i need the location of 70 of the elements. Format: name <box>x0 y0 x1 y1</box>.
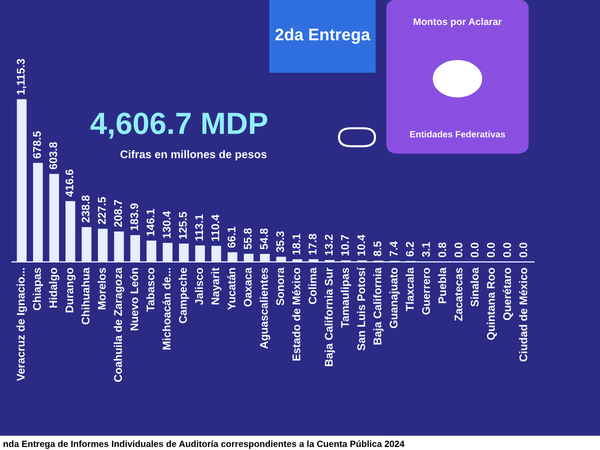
x-tick-label: Yucatán <box>227 268 236 310</box>
data-label: 208.7 <box>114 200 122 227</box>
chart-title: 4,606.7 MDP <box>90 112 268 139</box>
x-tick-label: Tamaulipas <box>340 268 352 328</box>
data-label: 0.0 <box>470 242 479 258</box>
x-tick-label: Tlaxcala <box>406 267 414 312</box>
data-label: 7.4 <box>390 241 398 256</box>
text: 2da Entrega <box>275 28 370 44</box>
annotation: Entidades Federativas <box>410 130 506 138</box>
x-tick-label: Veracruz de Ignacio... <box>16 268 27 381</box>
data-label: 17.8 <box>308 234 317 254</box>
data-label: 183.9 <box>130 204 138 230</box>
x-tick-label: San Luis Potosí <box>356 267 366 350</box>
x-tick-label: Tabasco <box>146 268 154 312</box>
x-tick-label: Sinaloa <box>470 267 479 307</box>
x-tick-label: Quintana Roo <box>486 268 497 340</box>
data-label: 66.1 <box>228 226 236 248</box>
x-tick-label: Zacatecas <box>454 268 462 321</box>
data-label: 10.4 <box>357 234 366 256</box>
x-tick-label: Sonora <box>276 267 284 306</box>
data-label: 416.6 <box>65 170 74 197</box>
x-tick-label: Guerrero <box>422 268 430 315</box>
x-tick-label: Baja California <box>373 267 384 345</box>
data-label: 0.8 <box>438 242 446 258</box>
x-tick-label: Oaxaca <box>244 267 252 307</box>
x-tick-label: Querétaro <box>502 268 514 320</box>
data-label: 18.1 <box>292 234 300 254</box>
data-label: 8.5 <box>373 241 382 256</box>
x-tick-label: Aguascalientes <box>260 268 270 349</box>
x-tick-label: Colima <box>308 267 317 304</box>
data-label: 13.2 <box>324 234 333 256</box>
x-tick-label: Coahuila de Zaragoza <box>114 267 124 382</box>
x-tick-label: Ciudad de México <box>518 268 528 362</box>
data-label: 130.4 <box>162 210 171 238</box>
text: Montos por Aclarar <box>414 18 502 28</box>
text: nda Entrega de Informes Individuales de Auditoría correspondientes a la Cuenta Pública 2024 <box>4 440 404 449</box>
x-tick-label: Guanajuato <box>389 268 400 328</box>
x-tick-label: Jalisco <box>194 268 204 305</box>
data-label: 678.5 <box>33 131 41 158</box>
x-tick-label: Campeche <box>178 268 190 324</box>
data-label: 54.8 <box>260 228 268 250</box>
text: Cifras en millones de pesos <box>120 150 267 160</box>
data-label: 146.1 <box>146 208 154 236</box>
x-tick-label: Baja California Sur <box>324 268 335 366</box>
data-label: 0.0 <box>454 242 462 258</box>
data-label: 113.1 <box>195 214 204 241</box>
data-label: 1,115.3 <box>16 58 26 94</box>
data-label: 110.4 <box>211 214 220 241</box>
data-label: 35.3 <box>276 231 284 252</box>
x-tick-label: Estado de México <box>292 268 300 361</box>
x-tick-label: Puebla <box>438 267 446 304</box>
data-label: 0.0 <box>486 242 495 258</box>
x-tick-label: Hidalgo <box>48 268 60 308</box>
x-tick-label: Nayarit <box>211 268 222 304</box>
x-tick-label: Nuevo León <box>130 268 138 330</box>
x-tick-label: Morelos <box>98 268 106 310</box>
data-label: 55.8 <box>244 228 252 250</box>
data-label: 10.7 <box>341 235 349 256</box>
x-tick-label: Michoacán de... <box>162 268 171 350</box>
data-label: 3.1 <box>422 242 430 258</box>
x-tick-label: Chiapas <box>32 268 44 310</box>
data-label: 6.2 <box>406 242 414 256</box>
data-label: 238.8 <box>82 195 90 223</box>
data-label: 125.5 <box>178 212 187 239</box>
data-label: 0.0 <box>503 242 512 258</box>
data-label: 603.8 <box>49 142 58 170</box>
data-label: 227.5 <box>98 197 106 224</box>
data-label: 0.0 <box>519 242 528 258</box>
x-tick-label: Durango <box>66 268 76 312</box>
x-tick-label: Chihuahua <box>81 267 90 324</box>
